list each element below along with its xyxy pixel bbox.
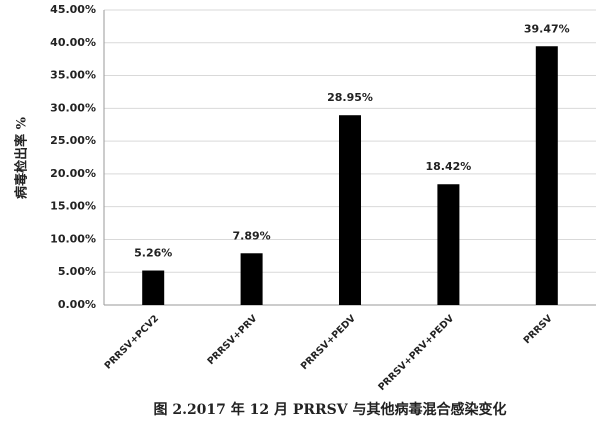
x-tick-label: PRRSV	[522, 313, 556, 347]
chart-caption: 图 2.2017 年 12 月 PRRSV 与其他病毒混合感染变化	[153, 401, 506, 418]
bar	[240, 253, 263, 305]
y-tick-label: 45.00%	[50, 3, 96, 16]
value-label: 28.95%	[327, 91, 373, 104]
value-label: 18.42%	[425, 160, 471, 173]
x-tick-label: PRRSV+PRV	[205, 313, 259, 367]
y-tick-label: 25.00%	[50, 134, 96, 147]
bar	[339, 115, 361, 305]
y-tick-label: 35.00%	[50, 69, 96, 82]
value-label: 7.89%	[233, 229, 271, 242]
y-tick-label: 15.00%	[50, 200, 96, 213]
x-tick-label: PRRSV+PCV2	[103, 313, 161, 371]
x-tick-label: PRRSV+PEDV	[299, 313, 358, 372]
value-label: 5.26%	[134, 247, 172, 260]
y-tick-label: 0.00%	[58, 298, 96, 311]
y-tick-label: 30.00%	[50, 101, 96, 114]
y-tick-label: 10.00%	[50, 232, 96, 245]
bar	[142, 270, 165, 305]
y-tick-label: 40.00%	[50, 36, 96, 49]
y-tick-label: 5.00%	[58, 265, 96, 278]
value-label: 39.47%	[524, 22, 570, 35]
y-tick-label: 20.00%	[50, 167, 96, 180]
x-tick-label: PRRSV+PRV+PEDV	[376, 313, 456, 393]
bar	[437, 184, 460, 305]
bar	[535, 46, 558, 305]
y-axis-title: 病毒检出率 %	[14, 116, 30, 199]
